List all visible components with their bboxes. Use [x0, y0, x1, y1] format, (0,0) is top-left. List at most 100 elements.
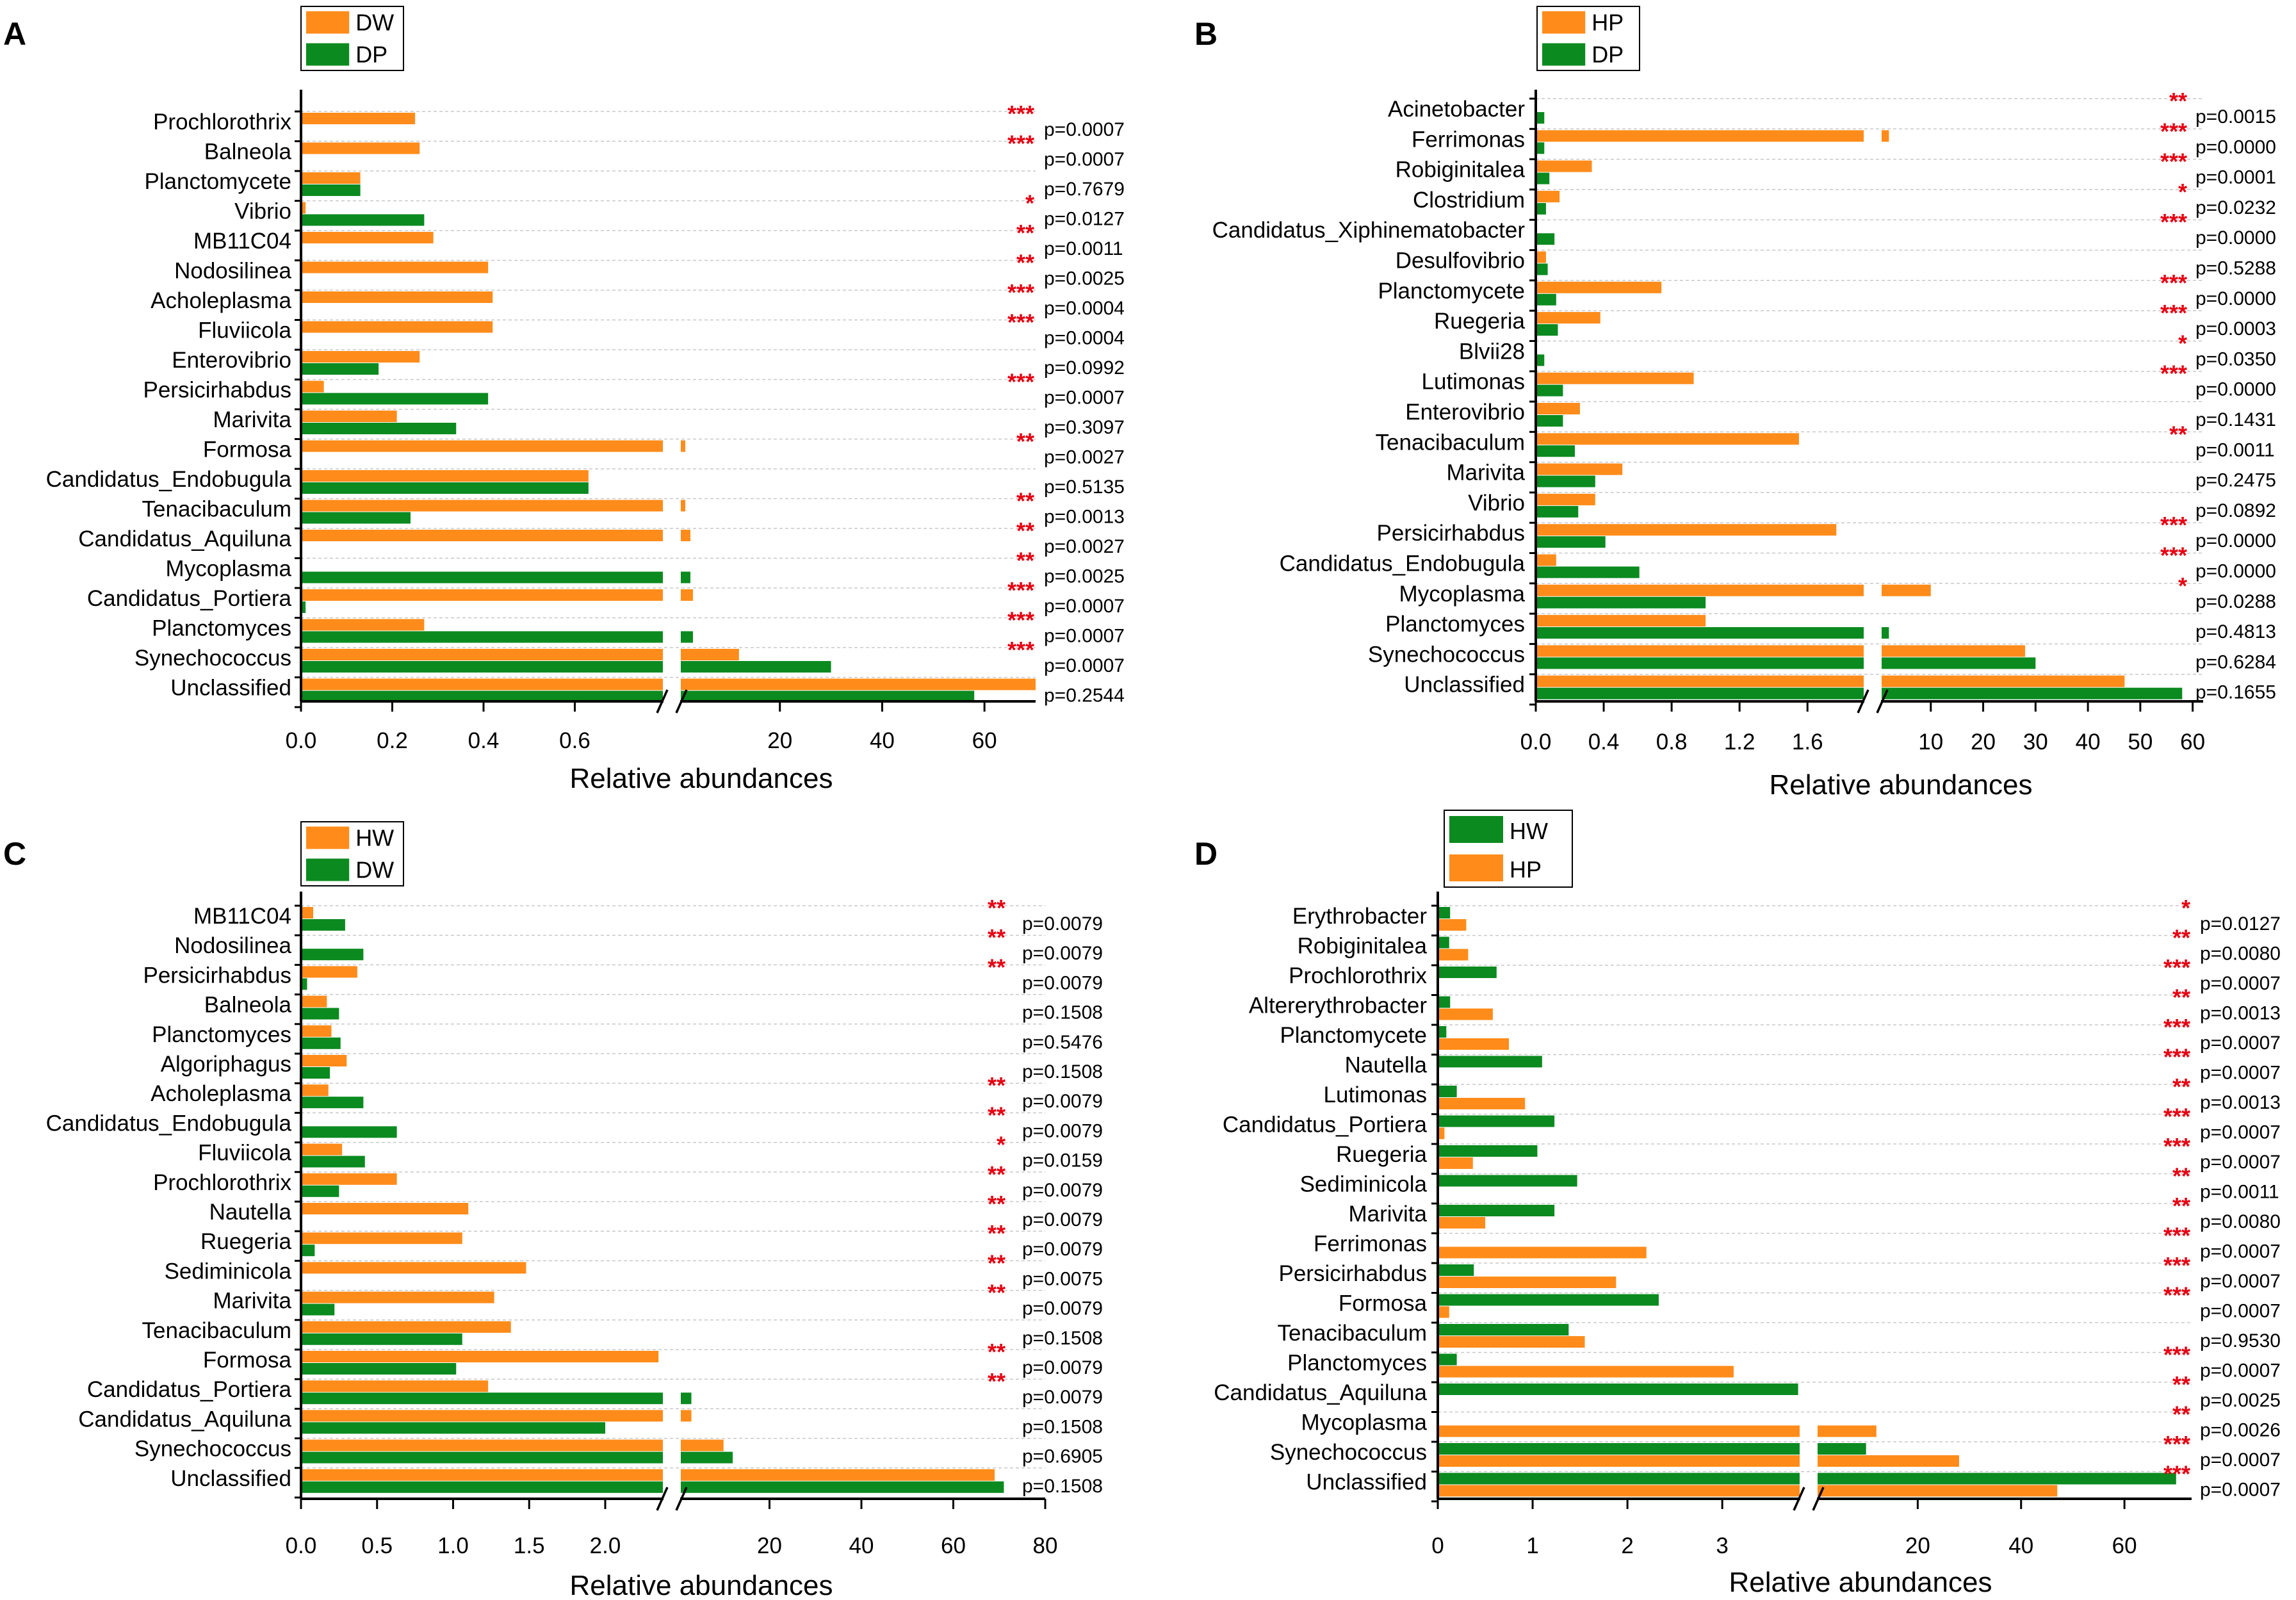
legend-swatch-dp — [306, 43, 350, 66]
x-axis-label: Relative abundances — [1729, 1567, 1992, 1598]
bar-hw — [1438, 1473, 1800, 1485]
bar-hp — [1536, 584, 1864, 596]
p-value: p=0.0007 — [2200, 1241, 2281, 1262]
category-label: Unclassified — [170, 1466, 291, 1491]
bar-dp — [1536, 384, 1563, 396]
category-label: Ruegeria — [200, 1229, 292, 1254]
category-label: Persicirhabdus — [1377, 521, 1526, 546]
bar-hp-continued — [1818, 1425, 1877, 1437]
bar-hw — [301, 1055, 347, 1066]
p-value: p=0.0007 — [2200, 1271, 2281, 1292]
bar-hp-continued — [1882, 584, 1931, 596]
bar-dw — [301, 619, 425, 631]
category-label: Acholeplasma — [151, 1081, 291, 1106]
significance-stars: ** — [988, 1339, 1006, 1365]
category-label: Robiginitalea — [1396, 158, 1526, 183]
bar-hw — [1438, 1294, 1659, 1306]
bar-dw — [301, 678, 663, 690]
axis-break-mark — [675, 689, 688, 714]
axis-break-mark — [1857, 689, 1869, 714]
bar-hp — [1438, 919, 1467, 931]
bar-hp — [1536, 524, 1837, 536]
significance-stars: ** — [988, 1220, 1006, 1246]
category-label: Marivita — [1348, 1202, 1427, 1227]
bar-dw-continued — [681, 589, 693, 601]
bar-hw — [1438, 936, 1449, 949]
significance-stars: ** — [988, 954, 1006, 980]
x-tick-label: 80 — [1033, 1533, 1058, 1558]
category-label: MB11C04 — [193, 229, 291, 254]
bar-dp — [1536, 415, 1563, 427]
p-value: p=0.0075 — [1022, 1268, 1103, 1289]
significance-stars: *** — [2163, 1252, 2190, 1278]
significance-stars: ** — [988, 1102, 1006, 1128]
bar-hw — [1438, 1175, 1577, 1187]
p-value: p=0.1508 — [1022, 1002, 1103, 1024]
significance-stars: ** — [1016, 548, 1034, 574]
bar-hp-continued — [1882, 675, 2125, 687]
bar-hp-continued — [1882, 130, 1889, 142]
category-label: Robiginitalea — [1298, 934, 1428, 959]
x-tick-label: 20 — [1971, 730, 1996, 755]
p-value: p=0.0007 — [2200, 1152, 2281, 1173]
bar-hw — [301, 1410, 663, 1422]
p-value: p=0.0000 — [2195, 288, 2276, 309]
x-tick-label: 60 — [2112, 1533, 2137, 1558]
x-tick-label: 0.0 — [286, 1533, 317, 1558]
bar-dw — [301, 589, 663, 601]
bar-hw — [1438, 1026, 1447, 1038]
significance-stars: *** — [2163, 1282, 2190, 1309]
bar-dp-continued — [1882, 627, 1889, 639]
bar-hw — [301, 1143, 343, 1155]
bar-hw — [301, 1232, 462, 1245]
axis-break-mark — [1812, 1487, 1825, 1511]
category-label: Planctomyces — [152, 616, 291, 641]
significance-stars: *** — [1007, 369, 1034, 395]
category-label: Candidatus_Portiera — [87, 1377, 292, 1402]
significance-stars: *** — [2163, 1461, 2190, 1487]
significance-stars: * — [1025, 190, 1034, 216]
p-value: p=0.4813 — [2195, 621, 2276, 642]
bar-hw-continued — [1818, 1443, 1866, 1455]
p-value: p=0.0000 — [2195, 530, 2276, 551]
category-label: Unclassified — [1306, 1470, 1427, 1495]
significance-stars: ** — [988, 1072, 1006, 1098]
bar-dp-continued — [681, 690, 975, 703]
legend: HP DP — [1536, 6, 1640, 71]
bar-hp — [1438, 1455, 1800, 1467]
x-tick-label: 20 — [767, 728, 792, 753]
p-value: p=0.0892 — [2195, 500, 2276, 521]
bar-dp-continued — [681, 661, 831, 673]
category-label: Candidatus_Endobugula — [1280, 551, 1526, 576]
bar-dw — [301, 1037, 341, 1049]
category-label: Enterovibrio — [1405, 400, 1525, 425]
x-tick-label: 1.0 — [437, 1533, 469, 1558]
significance-stars: *** — [2163, 954, 2190, 981]
axis-break-mark — [656, 1487, 669, 1511]
category-label: Vibrio — [234, 199, 291, 224]
x-axis-label: Relative abundances — [1770, 769, 2033, 801]
significance-stars: *** — [2163, 1431, 2190, 1457]
panel-c: C MB11C04 ** p=0.0079 Nodosilinea ** p=0.0079 P… — [3, 821, 1103, 1600]
bar-hp — [1438, 1485, 1800, 1497]
category-label: Candidatus_Aquiluna — [78, 1407, 291, 1432]
bar-hp — [1438, 1425, 1800, 1437]
bar-dp-continued — [1882, 657, 2036, 669]
category-label: Clostridium — [1413, 188, 1525, 213]
bar-dp-continued — [681, 571, 690, 584]
legend-label: HP — [1510, 856, 1542, 883]
p-value: p=0.0000 — [2195, 227, 2276, 249]
significance-stars: * — [2178, 573, 2187, 599]
bar-dw — [301, 232, 434, 243]
category-label: Acholeplasma — [151, 288, 291, 313]
significance-stars: ** — [2172, 925, 2190, 951]
category-label: Nautella — [209, 1200, 292, 1225]
p-value: p=0.0079 — [1022, 1387, 1103, 1408]
legend-label: HW — [355, 825, 394, 851]
bar-dw-continued — [681, 649, 739, 660]
bar-hp — [1536, 463, 1623, 475]
x-tick-label: 40 — [2076, 730, 2101, 755]
bar-dp — [301, 482, 589, 494]
p-value: p=0.0025 — [1044, 268, 1125, 290]
significance-stars: * — [997, 1132, 1006, 1158]
